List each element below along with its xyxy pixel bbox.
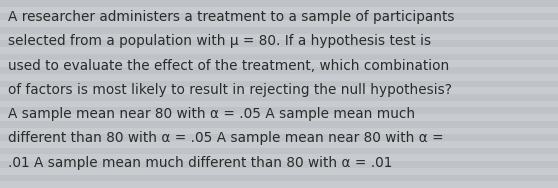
Text: .01 A sample mean much different than 80 with α = .01: .01 A sample mean much different than 80… (8, 156, 392, 170)
Bar (0, 67, 558, 74)
Text: A sample mean near 80 with α = .05 ​A sample mean much: A sample mean near 80 with α = .05 ​A sa… (8, 107, 415, 121)
Bar (0, 94, 558, 101)
Bar (0, 148, 558, 154)
Bar (0, 168, 558, 175)
Bar (0, 0, 558, 7)
Bar (0, 181, 558, 188)
Bar (0, 101, 558, 107)
Bar (0, 128, 558, 134)
Text: used to evaluate the effect of the treatment, which combination: used to evaluate the effect of the treat… (8, 59, 449, 73)
Bar (0, 154, 558, 161)
Bar (0, 175, 558, 181)
Bar (0, 141, 558, 148)
Bar (0, 114, 558, 121)
Text: A researcher administers a treatment to a sample of participants: A researcher administers a treatment to … (8, 10, 455, 24)
Text: selected from a population with μ = 80. If a hypothesis test is: selected from a population with μ = 80. … (8, 34, 431, 48)
Bar (0, 60, 558, 67)
Text: of factors is most likely to result in rejecting the null hypothesis?​: of factors is most likely to result in r… (8, 83, 452, 97)
Bar (0, 74, 558, 81)
Bar (0, 121, 558, 128)
Bar (0, 87, 558, 94)
Bar (0, 20, 558, 27)
Bar (0, 13, 558, 20)
Bar (0, 134, 558, 141)
Text: different than 80 with α = .05 ​A sample mean near 80 with α =: different than 80 with α = .05 ​A sample… (8, 131, 444, 146)
Bar (0, 7, 558, 13)
Bar (0, 34, 558, 40)
Bar (0, 81, 558, 87)
Bar (0, 40, 558, 47)
Bar (0, 161, 558, 168)
Bar (0, 27, 558, 34)
Bar (0, 107, 558, 114)
Bar (0, 54, 558, 60)
Bar (0, 47, 558, 54)
